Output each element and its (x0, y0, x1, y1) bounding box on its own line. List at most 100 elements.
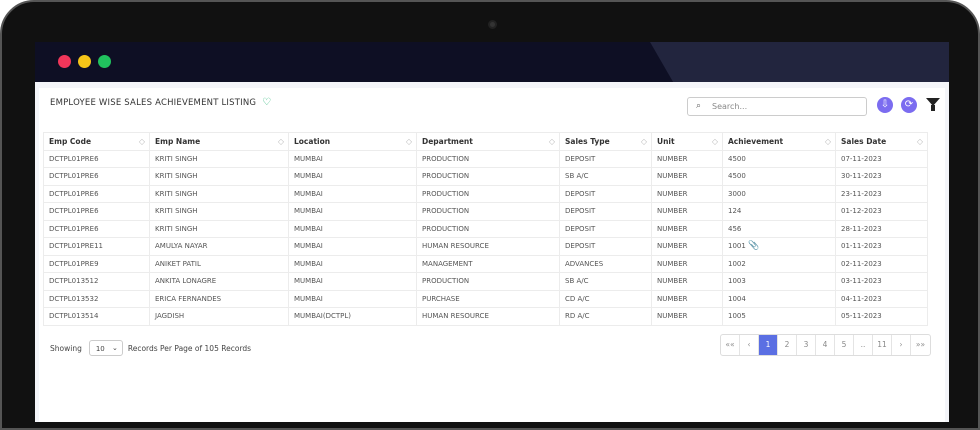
cell-text: KRITI SINGH (155, 224, 198, 233)
cell-text: 05-11-2023 (841, 312, 882, 321)
cell-text: DCTPL01PRE6 (49, 207, 99, 216)
cell-text: 01-11-2023 (841, 242, 882, 251)
download-icon[interactable]: ⇩ (877, 97, 893, 113)
column-label: Sales Type (565, 136, 610, 146)
cell-text: 456 (728, 224, 742, 233)
page-button[interactable]: 4 (816, 335, 835, 355)
table-cell: MUMBAI (288, 237, 417, 256)
filter-icon[interactable] (926, 98, 940, 111)
table-row[interactable]: DCTPL01PRE6 KRITI SINGH MUMBAI PRODUCTION DE… (43, 184, 928, 203)
cell-text: PRODUCTION (422, 207, 470, 216)
sort-icon[interactable]: ◇ (824, 137, 831, 146)
paperclip-icon[interactable]: 📎 (748, 241, 760, 252)
sort-icon[interactable]: ◇ (405, 137, 412, 146)
table-cell: DCTPL013514 (43, 307, 150, 326)
table-row[interactable]: DCTPL01PRE6 KRITI SINGH MUMBAI PRODUCTION DE… (43, 219, 928, 238)
cell-text: NUMBER (657, 277, 688, 286)
table-cell: DCTPL013512 (43, 272, 150, 291)
column-header[interactable]: Sales Date ◇ (835, 132, 928, 151)
page-button[interactable]: ‹ (740, 335, 759, 355)
cell-text: CD A/C (565, 294, 590, 303)
cell-text: DCTPL013532 (49, 294, 99, 303)
camera (488, 20, 497, 29)
column-header[interactable]: Department ◇ (416, 132, 560, 151)
column-label: Emp Name (155, 136, 201, 146)
pagination: «« ‹ 1 2 3 4 5.. 11 › »» (720, 334, 931, 356)
table-cell: NUMBER (651, 289, 723, 308)
data-table: Emp Code ◇ Emp Name ◇ Location ◇ Department ◇ Sa… (43, 132, 928, 326)
close-dot[interactable] (58, 55, 71, 68)
column-header[interactable]: Unit ◇ (651, 132, 723, 151)
page-button[interactable]: › (892, 335, 911, 355)
page-button[interactable]: »» (915, 340, 926, 349)
table-cell: KRITI SINGH (149, 184, 289, 203)
table-cell: 07-11-2023 (835, 149, 928, 168)
cell-text: 07-11-2023 (841, 154, 882, 163)
table-cell: MUMBAI (288, 167, 417, 186)
page-button[interactable]: .. (854, 335, 873, 355)
page-size-select[interactable]: 10 ⌄ (88, 340, 123, 356)
column-header[interactable]: Emp Name ◇ (149, 132, 289, 151)
cell-text: DCTPL01PRE6 (49, 154, 99, 163)
heart-icon[interactable]: ♡ (262, 97, 272, 108)
refresh-icon[interactable]: ⟳ (901, 97, 917, 113)
column-header[interactable]: Achievement ◇ (722, 132, 836, 151)
table-cell: PRODUCTION (416, 184, 560, 203)
page-button[interactable]: 3 (797, 335, 816, 355)
table-cell: NUMBER (651, 184, 723, 203)
column-header[interactable]: Sales Type ◇ (559, 132, 652, 151)
cell-text: 4500 (728, 172, 746, 181)
table-cell: MUMBAI (288, 149, 417, 168)
cell-text: 1005 (728, 312, 746, 321)
table-row[interactable]: DCTPL01PRE6 KRITI SINGH MUMBAI PRODUCTION SB… (43, 167, 928, 186)
table-row[interactable]: DCTPL01PRE11 AMULYA NAYAR MUMBAI HUMAN RESO… (43, 237, 928, 256)
sort-icon[interactable]: ◇ (548, 137, 555, 146)
cell-text: HUMAN RESOURCE (422, 312, 489, 321)
table-cell: ANIKET PATIL (149, 254, 289, 273)
page-button[interactable]: 11 (873, 335, 892, 355)
sort-icon[interactable]: ◇ (916, 137, 923, 146)
cell-text: NUMBER (657, 242, 688, 251)
table-cell: PURCHASE (416, 289, 560, 308)
sort-icon[interactable]: ◇ (277, 137, 284, 146)
table-row[interactable]: DCTPL01PRE6 KRITI SINGH MUMBAI PRODUCTION DE… (43, 202, 928, 221)
maximize-dot[interactable] (98, 55, 111, 68)
cell-text: MUMBAI (294, 154, 323, 163)
table-cell: 1001 📎 (722, 237, 836, 256)
table-row[interactable]: DCTPL013512 ANKITA LONAGRE MUMBAI PRODUCTIO… (43, 272, 928, 291)
cell-text: 04-11-2023 (841, 294, 882, 303)
window-titlebar (35, 42, 949, 82)
cell-text: SB A/C (565, 172, 589, 181)
table-cell: 3000 (722, 184, 836, 203)
column-header[interactable]: Emp Code ◇ (43, 132, 150, 151)
cell-text: 23-11-2023 (841, 189, 882, 198)
table-cell: DCTPL013532 (43, 289, 150, 308)
column-label: Achievement (728, 136, 784, 146)
page-button[interactable]: 2 (778, 335, 797, 355)
cell-text: DCTPL01PRE9 (49, 259, 99, 268)
minimize-dot[interactable] (78, 55, 91, 68)
cell-text: NUMBER (657, 312, 688, 321)
sort-icon[interactable]: ◇ (711, 137, 718, 146)
table-cell: 05-11-2023 (835, 307, 928, 326)
screen: EMPLOYEE WISE SALES ACHIEVEMENT LISTING ♡… (35, 42, 949, 422)
column-header[interactable]: Location ◇ (288, 132, 417, 151)
cell-text: 1003 (728, 277, 746, 286)
sort-icon[interactable]: ◇ (640, 137, 647, 146)
cell-text: MUMBAI (294, 242, 323, 251)
search-input[interactable]: ⌕ Search... (687, 97, 867, 116)
table-row[interactable]: DCTPL01PRE6 KRITI SINGH MUMBAI PRODUCTION DE… (43, 149, 928, 168)
table-row[interactable]: DCTPL013514 JAGDISH MUMBAI(DCTPL) HUMAN RES… (43, 307, 928, 326)
page-button[interactable]: «« (721, 335, 740, 355)
table-cell: 30-11-2023 (835, 167, 928, 186)
table-row[interactable]: DCTPL013532 ERICA FERNANDES MUMBAI PURCHASE… (43, 289, 928, 308)
page-button[interactable]: 1 (759, 335, 778, 355)
table-cell: NUMBER (651, 167, 723, 186)
page-button[interactable]: 5 (835, 335, 854, 355)
table-cell: MUMBAI (288, 254, 417, 273)
sort-icon[interactable]: ◇ (138, 137, 145, 146)
table-cell: KRITI SINGH (149, 167, 289, 186)
cell-text: 1002 (728, 259, 746, 268)
column-label: Sales Date (841, 136, 887, 146)
table-row[interactable]: DCTPL01PRE9 ANIKET PATIL MUMBAI MANAGEMENT A… (43, 254, 928, 273)
